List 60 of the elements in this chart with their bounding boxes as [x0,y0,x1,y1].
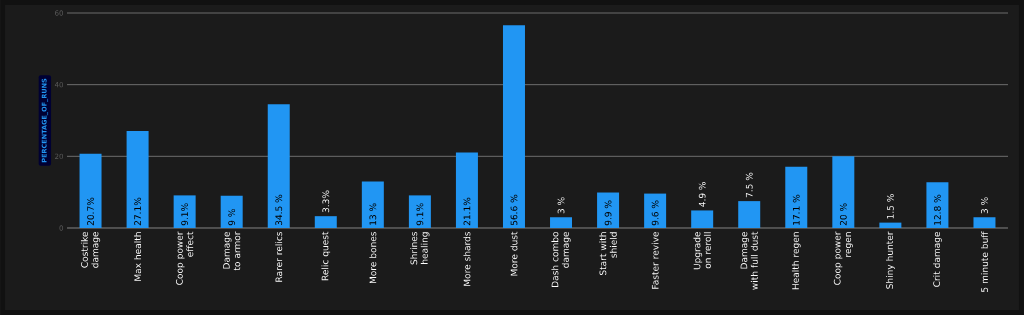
x-tick-label: Upgrade on reroll [693,231,711,270]
bar [455,152,478,228]
x-tick-label: Crit damage [933,231,942,287]
bar [79,153,102,228]
x-tick-label: More shards [463,231,471,286]
bar [550,217,573,228]
data-label: 17.1 % [792,194,800,225]
data-label: 9.1% [416,203,424,226]
bar [691,210,714,228]
x-tick-label: 5 minute buff [980,231,988,292]
data-label: 3 % [981,197,988,214]
data-label: 13 % [369,203,377,225]
data-label: 9 % [228,209,236,226]
data-label: 9.9 % [604,200,612,226]
bar [644,193,667,228]
data-label: 7.5 % [745,172,753,198]
data-label: 21.1% [463,197,471,226]
data-label: 56.6 % [510,194,518,226]
data-label: 3.3% [322,190,330,213]
bar [738,201,761,228]
bar [220,195,243,228]
bar [973,217,996,228]
bar [126,130,149,228]
x-tick-label: Health regen [791,232,801,290]
x-tick-label: Rarer relics [275,231,283,282]
x-tick-label: Coop power effect [175,231,194,285]
data-label: 3 % [557,197,565,214]
data-label: 1.5 % [886,194,894,219]
data-label: 9.6 % [651,200,659,226]
data-label: 27.1% [134,197,141,226]
x-tick-label: More dust [510,231,518,276]
bar [597,192,620,228]
x-tick-label: Start with shield [599,232,617,276]
x-tick-label: Coop power regen [833,231,853,285]
bar [926,182,949,228]
bar [173,195,196,228]
bar [267,104,290,228]
bar [879,222,902,228]
x-tick-label: Damage with full dust [740,231,758,290]
x-tick-label: Shiny hunter [886,231,895,289]
data-label: 9.1% [181,203,189,226]
x-tick-label: Faster revive [651,231,659,289]
data-label: 34.5 % [275,194,283,226]
data-label: 12.8 % [934,194,941,225]
x-tick-label: Relic quest [321,231,331,281]
x-tick-label: Costrike damage [80,231,101,268]
bar [785,166,808,228]
bar [832,156,855,228]
x-tick-label: Shrines healing [410,231,430,265]
bar [502,25,525,228]
bar [408,195,431,228]
data-label: 20 % [839,203,847,226]
data-label: 20.7% [87,197,94,226]
x-tick-label: Max health [134,232,142,281]
bar [361,181,384,228]
data-label: 4.9 % [698,182,706,207]
x-tick-label: Damage to armor [223,231,241,271]
bar [314,216,337,228]
x-tick-label: More bones [369,231,377,284]
x-tick-label: Dash combo damage [551,231,571,287]
